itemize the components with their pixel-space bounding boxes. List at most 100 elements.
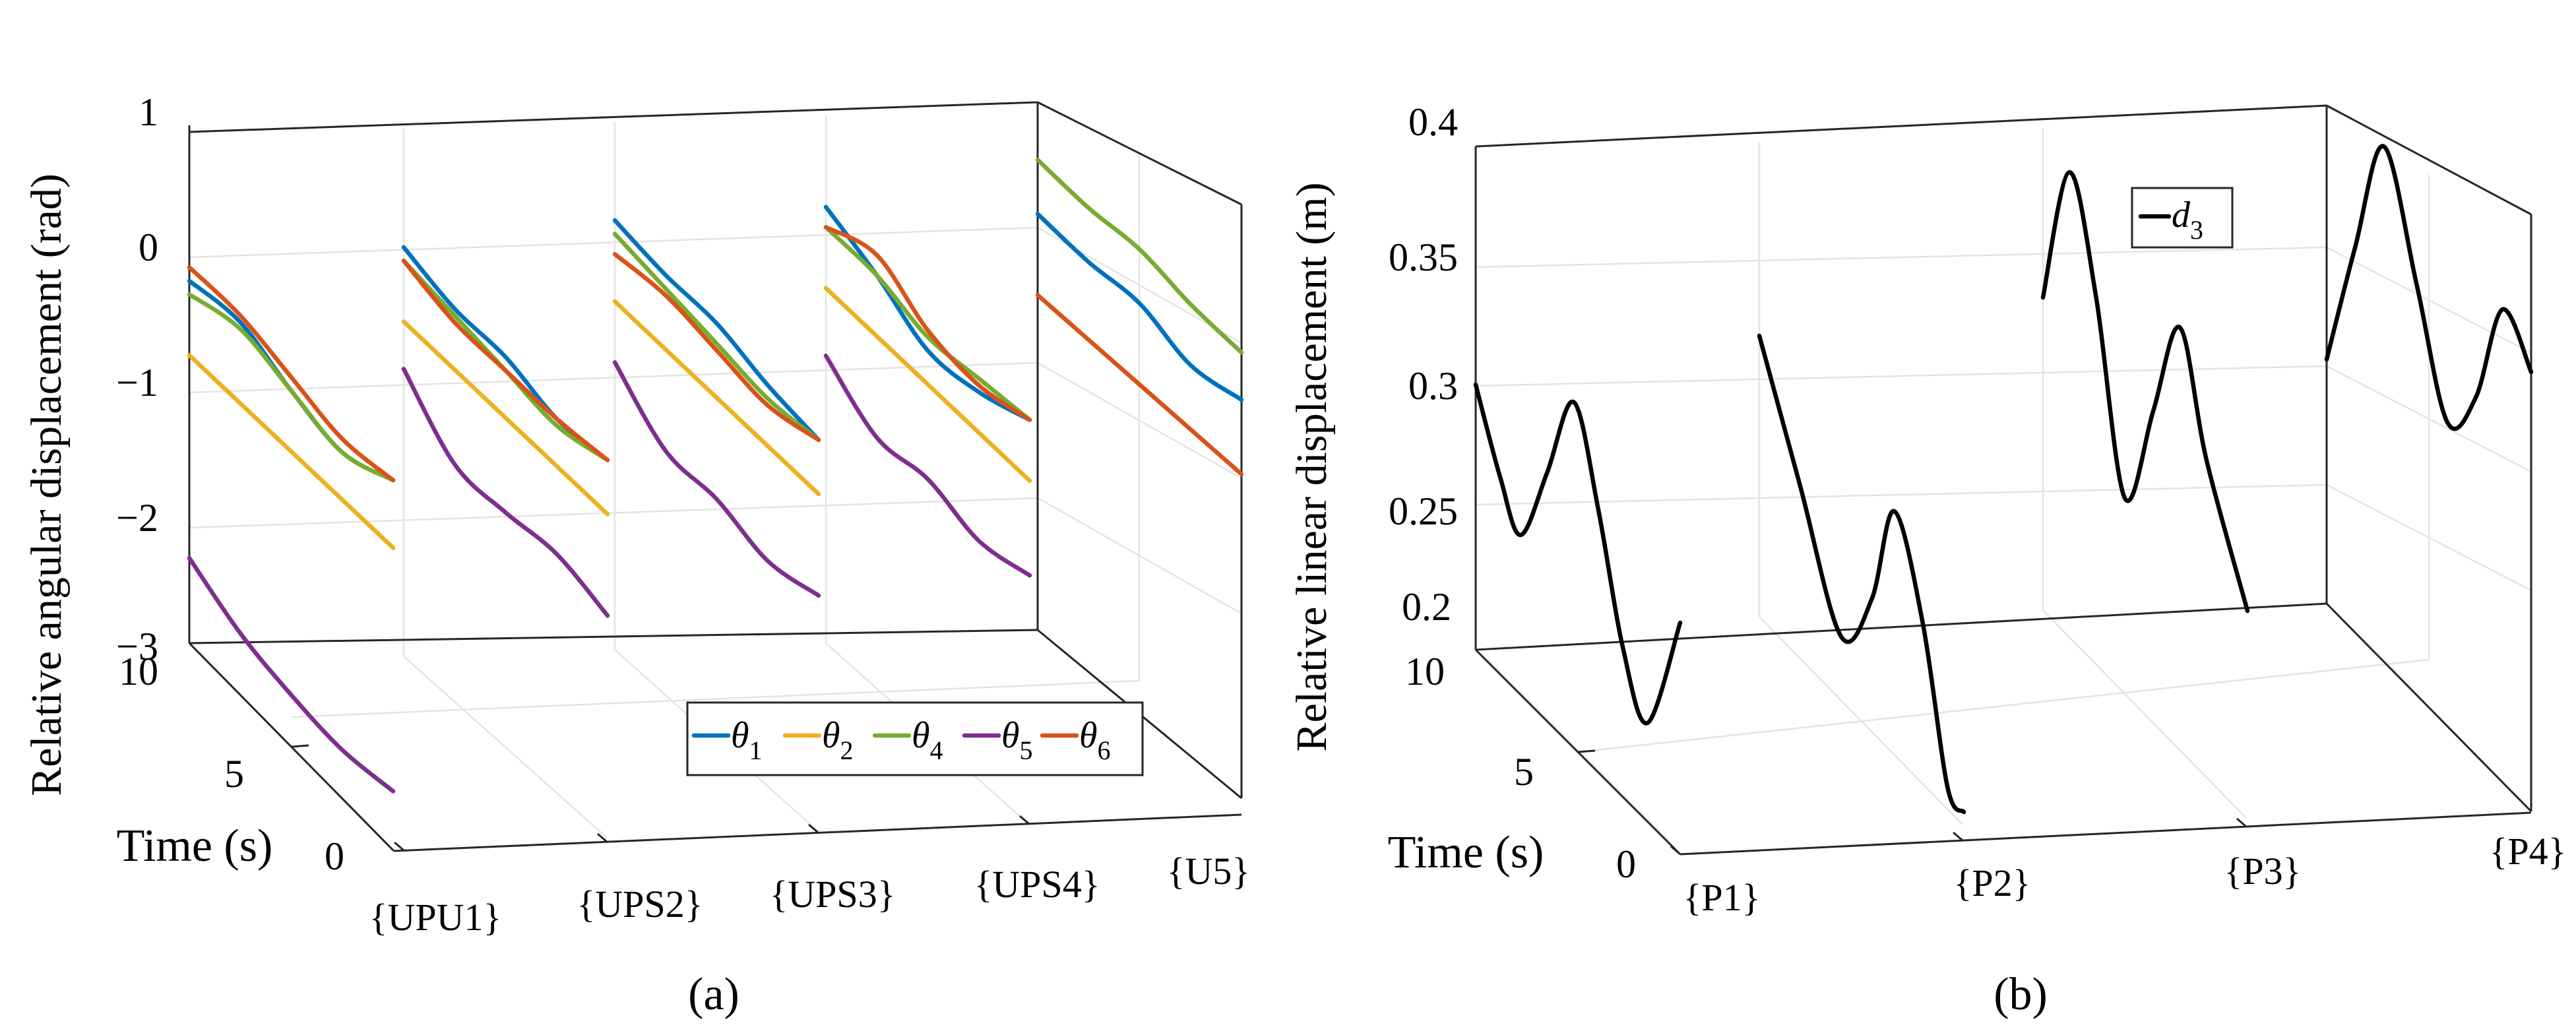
panel-b-ytick-5: 5 bbox=[1514, 750, 1534, 794]
panel-a-series-line-15 bbox=[612, 252, 821, 443]
panel-a-label: (a) bbox=[688, 969, 739, 1020]
panel-a-grid-z-0 bbox=[189, 226, 1038, 259]
panel-b-grid-floor-t5 bbox=[1577, 658, 2430, 753]
panel-b-xtick-p1: {P1} bbox=[1683, 876, 1761, 919]
panel-a-xtick-ups3: {UPS3} bbox=[769, 873, 895, 916]
panel-a-series-line-7 bbox=[401, 319, 610, 517]
panel-a-ztick-m2: −2 bbox=[116, 496, 158, 540]
panel-a-series-line-14 bbox=[612, 360, 821, 598]
legend-b-label-1: d3 bbox=[2172, 195, 2203, 245]
panel-a-xtick-ups4: {UPS4} bbox=[974, 863, 1100, 906]
panel-b-series-line-2 bbox=[1757, 333, 1966, 815]
panel-b-x-axis bbox=[1680, 811, 2532, 856]
panel-a-ztick-m1: −1 bbox=[116, 361, 158, 404]
panel-a-top-back-edge bbox=[189, 101, 1038, 133]
panel-a-series-line-23 bbox=[1035, 293, 1244, 477]
panel-a-series-line-9 bbox=[401, 367, 610, 618]
panel-b-zlabel: Relative linear displacement (m) bbox=[1288, 182, 1336, 751]
panel-a-series-line-10 bbox=[401, 259, 610, 462]
panel-a-ztick-0: 0 bbox=[139, 226, 158, 269]
panel-a-series-line-20 bbox=[823, 225, 1032, 422]
panel-a-series-line-4 bbox=[187, 555, 396, 794]
panel-b-xtick-p2: {P2} bbox=[1954, 862, 2031, 904]
panel-a-xtick-mark-4 bbox=[1019, 815, 1030, 825]
panel-b-grid-z-035 bbox=[1475, 246, 2327, 268]
panel-a-xtick-mark-2 bbox=[597, 832, 608, 843]
legend-a-label-4: θ5 bbox=[1001, 715, 1033, 765]
panel-b-ytick-mark-5 bbox=[1577, 749, 1596, 753]
panel-b-ztick-02: 0.2 bbox=[1402, 585, 1451, 629]
panel-a-series-line-12 bbox=[612, 299, 821, 497]
panel-a-legend: θ1 θ2 θ4 θ5 θ6 bbox=[686, 701, 1144, 776]
panel-a-series-line-3 bbox=[187, 292, 396, 483]
panel-b-tick-marks bbox=[1577, 749, 2247, 856]
panel-a-xtick-upu1: {UPU1} bbox=[369, 896, 502, 939]
panel-a-ytick-5: 5 bbox=[224, 752, 244, 796]
panel-a-grid-z-m1 bbox=[189, 361, 1038, 394]
panel-b-axes-box bbox=[1474, 104, 2532, 856]
panel-b-xtick-p4: {P4} bbox=[2490, 830, 2567, 873]
panel-b-ytick-0: 0 bbox=[1616, 842, 1636, 886]
legend-a-label-1: θ1 bbox=[731, 715, 763, 765]
panel-a-series-line-5 bbox=[187, 265, 396, 483]
panel-a-series-line-21 bbox=[1035, 212, 1244, 402]
panel-b-ytick-10: 10 bbox=[1405, 650, 1445, 693]
panel-b-legend: d3 bbox=[2131, 187, 2234, 249]
panel-a-ztick-m3: −3 bbox=[116, 625, 158, 668]
panel-b-xtick-mark-3 bbox=[2236, 817, 2247, 828]
panel-a-series bbox=[187, 158, 1244, 794]
panel-a-xtick-u5: {U5} bbox=[1167, 850, 1251, 893]
panel-a-ytick-0: 0 bbox=[325, 834, 344, 878]
panel-b-ylabel: Time (s) bbox=[1388, 827, 1544, 878]
panel-b-label: (b) bbox=[1994, 969, 2048, 1020]
panel-a-ztick-1: 1 bbox=[139, 90, 158, 134]
panel-b-grid-floor-p2 bbox=[1759, 616, 1963, 825]
panel-b-grid-floor-p3 bbox=[2042, 610, 2247, 819]
panel-b-ztick-025: 0.25 bbox=[1389, 489, 1458, 533]
panel-a-xtick-ups2: {UPS2} bbox=[577, 883, 703, 925]
panel-a-grid-floor-ups2 bbox=[403, 656, 608, 838]
panel-b-grid-z-025 bbox=[1475, 484, 2327, 506]
panel-a-grid-z-m2 bbox=[189, 497, 1038, 529]
panel-a-ytick-mark-5 bbox=[291, 744, 309, 748]
legend-a-label-3: θ4 bbox=[912, 715, 943, 765]
panel-a-zlabel: Relative angular displacement (rad) bbox=[22, 173, 71, 796]
panel-b-ztick-035: 0.35 bbox=[1389, 235, 1458, 279]
panel-b: 0.4 0.35 0.3 0.25 0.2 10 5 0 {P1} {P2} {… bbox=[1288, 100, 2566, 1020]
panel-b-series bbox=[1473, 144, 2534, 815]
panel-a-series-line-22 bbox=[1035, 158, 1244, 355]
panel-a-series-line-2 bbox=[187, 353, 396, 550]
panel-b-series-line-1 bbox=[1473, 382, 1683, 726]
panel-a-tick-marks bbox=[291, 744, 1030, 852]
legend-a-label-5: θ6 bbox=[1079, 715, 1111, 765]
panel-a-floor-back-edge bbox=[189, 629, 1038, 644]
panel-a-y-axis bbox=[188, 642, 395, 852]
panel-b-floor-back-edge bbox=[1475, 602, 2327, 651]
panel-b-floor-side-edge bbox=[2325, 602, 2532, 813]
panel-b-top-back-edge bbox=[1475, 104, 2327, 148]
panel-a-series-line-17 bbox=[823, 286, 1032, 484]
panel-a-series-line-16 bbox=[823, 204, 1032, 422]
panel-b-xtick-p3: {P3} bbox=[2224, 850, 2302, 893]
panel-a-legend-box bbox=[686, 701, 1144, 776]
panel-a-series-line-18 bbox=[823, 225, 1032, 422]
panel-a-xtick-mark-3 bbox=[808, 823, 819, 834]
legend-a-label-2: θ2 bbox=[822, 715, 854, 765]
panel-b-series-line-3 bbox=[2040, 170, 2250, 613]
panel-a-ytick-10: 10 bbox=[119, 650, 158, 693]
panel-b-grid-z-03 bbox=[1475, 365, 2327, 387]
panel-b-series-line-4 bbox=[2324, 144, 2534, 431]
panel-a-series-line-13 bbox=[612, 232, 821, 443]
panel-a-xtick-mark-1 bbox=[394, 841, 404, 852]
panel-b-grid bbox=[1475, 129, 2532, 825]
panel-a: 1 0 −1 −2 −3 10 5 0 {UPU1} {UPS2} {UPS3}… bbox=[22, 90, 1250, 1020]
panel-b-ztick-03: 0.3 bbox=[1408, 364, 1458, 408]
panel-a-top-side-edge bbox=[1037, 101, 1242, 206]
panel-a-series-line-11 bbox=[612, 218, 821, 443]
panel-b-ztick-04: 0.4 bbox=[1408, 100, 1458, 144]
panel-b-xtick-mark-2 bbox=[1953, 831, 1963, 842]
panel-a-ylabel: Time (s) bbox=[117, 821, 273, 871]
panel-b-top-side-edge bbox=[2326, 104, 2532, 216]
panel-a-grid-floor-t5 bbox=[291, 679, 1140, 718]
